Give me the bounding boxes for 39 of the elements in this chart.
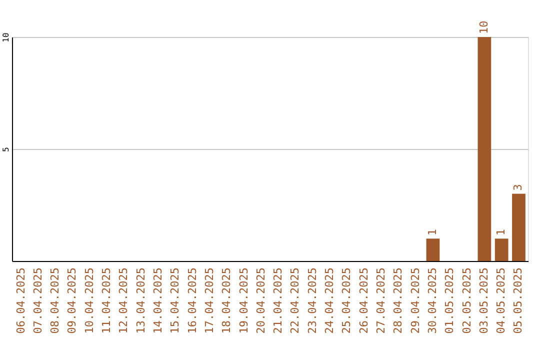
bar — [512, 194, 526, 261]
x-tick-label: 21.04.2025 — [272, 268, 285, 334]
x-tick-label: 27.04.2025 — [374, 268, 388, 334]
x-tick-label: 22.04.2025 — [288, 268, 302, 334]
y-tick-label: 5 — [2, 146, 10, 152]
data-label: 1 — [494, 228, 508, 236]
x-tick-label: 06.04.2025 — [14, 268, 28, 334]
bar — [478, 37, 492, 261]
x-tick-label: 25.04.2025 — [340, 268, 354, 334]
bar — [494, 238, 508, 261]
x-tick-label: 05.05.2025 — [512, 268, 525, 334]
x-tick-label: 20.04.2025 — [254, 268, 268, 334]
x-tick-label: 10.04.2025 — [82, 268, 96, 334]
x-tick-label: 11.04.2025 — [100, 268, 114, 334]
x-tick-label: 19.04.2025 — [237, 268, 250, 334]
x-tick-label: 12.04.2025 — [117, 268, 130, 334]
x-tick-label: 16.04.2025 — [186, 268, 199, 334]
x-tick-label: 15.04.2025 — [168, 268, 182, 334]
x-tick-label: 30.04.2025 — [426, 268, 439, 334]
x-tick-label: 02.05.2025 — [460, 268, 474, 334]
x-tick-label: 04.05.2025 — [494, 268, 508, 334]
x-tick-label: 28.04.2025 — [392, 268, 405, 334]
x-tick-label: 13.04.2025 — [134, 268, 148, 334]
bar — [426, 238, 440, 261]
x-tick-label: 29.04.2025 — [408, 268, 422, 334]
x-tick-label: 01.05.2025 — [443, 268, 456, 334]
x-tick-label: 14.04.2025 — [151, 268, 164, 334]
x-tick-label: 03.05.2025 — [477, 268, 490, 334]
x-tick-label: 23.04.2025 — [306, 268, 319, 334]
data-label: 10 — [477, 20, 490, 34]
x-tick-label: 08.04.2025 — [48, 268, 62, 334]
data-label: 1 — [426, 228, 439, 236]
x-tick-label: 07.04.2025 — [31, 268, 44, 334]
x-tick-label: 18.04.2025 — [220, 268, 234, 334]
x-tick-label: 26.04.2025 — [357, 268, 370, 334]
data-label: 3 — [512, 184, 525, 191]
x-tick-label: 17.04.2025 — [202, 268, 216, 334]
x-tick-label: 24.04.2025 — [323, 268, 336, 334]
x-tick-label: 09.04.2025 — [66, 268, 79, 334]
